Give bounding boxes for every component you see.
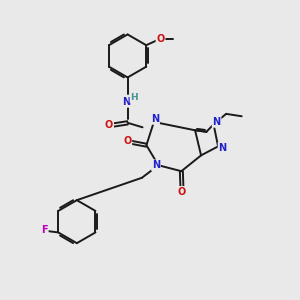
Text: H: H [130,93,138,102]
Text: F: F [41,225,48,235]
Text: N: N [152,160,160,170]
Text: O: O [178,187,186,197]
Text: N: N [122,97,130,107]
Text: N: N [212,117,221,127]
Text: O: O [105,120,113,130]
Text: N: N [218,142,226,153]
Text: O: O [123,136,131,146]
Text: O: O [156,34,165,44]
Text: N: N [151,114,159,124]
